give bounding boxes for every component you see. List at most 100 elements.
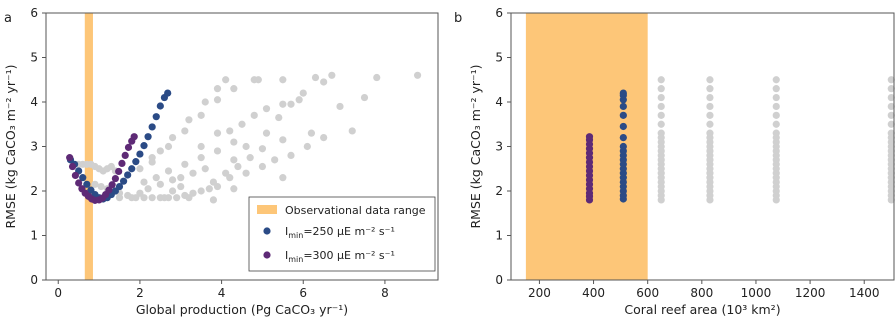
- data-point: [299, 89, 307, 97]
- data-point: [311, 73, 320, 82]
- y-tick-label: 0: [495, 273, 503, 287]
- data-point: [772, 93, 780, 102]
- data-point: [152, 174, 160, 182]
- legend-label-250: Imin=250 μE m⁻² s⁻¹: [285, 225, 395, 240]
- series-1: [619, 89, 627, 203]
- data-point: [156, 180, 164, 188]
- data-point: [124, 171, 132, 179]
- x-axis-label: Coral reef area (10³ km²): [624, 302, 780, 317]
- data-point: [108, 181, 116, 189]
- legend-label-observational: Observational data range: [285, 204, 426, 217]
- data-point: [148, 194, 156, 202]
- data-point: [262, 105, 271, 113]
- x-tick-label: 6: [299, 286, 307, 300]
- y-axis-ticks: 0 1 2 3 4 5 6: [495, 6, 511, 287]
- data-point: [258, 162, 267, 171]
- data-point: [657, 120, 665, 128]
- data-point: [148, 123, 156, 131]
- data-point: [279, 136, 287, 144]
- data-point: [254, 76, 262, 84]
- data-point: [197, 187, 205, 195]
- x-tick-label: 0: [54, 286, 62, 300]
- y-tick-label: 3: [495, 140, 503, 154]
- panel-a-letter: a: [4, 11, 12, 26]
- data-point: [250, 111, 258, 119]
- data-point: [706, 120, 714, 128]
- series-2: [66, 133, 138, 204]
- data-point: [205, 185, 213, 193]
- data-point: [246, 154, 254, 162]
- data-point: [706, 76, 714, 84]
- data-point: [105, 186, 113, 194]
- panel-b-letter: b: [454, 11, 462, 26]
- data-point: [201, 165, 209, 173]
- data-point: [119, 177, 128, 185]
- y-tick-label: 0: [30, 273, 38, 287]
- series-2: [585, 133, 594, 204]
- data-point: [79, 174, 87, 182]
- x-tick-label: 8: [381, 286, 389, 300]
- data-point: [657, 85, 665, 93]
- x-tick-label: 4: [218, 286, 226, 300]
- data-point: [128, 194, 136, 202]
- data-point: [197, 154, 205, 162]
- data-point: [213, 85, 222, 93]
- data-point: [136, 189, 144, 197]
- data-point: [168, 134, 177, 142]
- data-point: [144, 185, 152, 193]
- x-tick-label: 800: [690, 286, 713, 300]
- data-point: [156, 147, 164, 155]
- data-point: [887, 102, 895, 111]
- data-point: [230, 156, 238, 164]
- data-point: [772, 85, 780, 93]
- data-point: [887, 85, 895, 93]
- series-0: [75, 71, 422, 204]
- x-tick-label: 200: [528, 286, 551, 300]
- data-point: [213, 147, 222, 155]
- x-tick-label: 600: [636, 286, 659, 300]
- y-tick-label: 2: [495, 184, 503, 198]
- y-tick-label: 6: [495, 6, 503, 20]
- y-tick-label: 5: [30, 51, 38, 65]
- data-point: [887, 111, 895, 119]
- data-point: [279, 100, 287, 108]
- data-point: [619, 122, 627, 131]
- data-point: [657, 111, 665, 119]
- data-point: [209, 196, 218, 204]
- panel-b: b 200 400 600 800 1000 1200 1400 0 1 2 3 4 5 6 Coral…: [454, 6, 895, 317]
- data-point: [97, 182, 105, 191]
- legend-band-swatch: [257, 205, 277, 214]
- data-point: [657, 129, 665, 137]
- data-point: [144, 133, 152, 141]
- data-point: [275, 113, 283, 122]
- y-tick-label: 1: [495, 229, 503, 243]
- data-point: [181, 127, 189, 135]
- data-point: [619, 134, 627, 142]
- series-0: [657, 76, 895, 204]
- data-point: [619, 142, 627, 151]
- y-tick-label: 3: [30, 140, 38, 154]
- data-point: [238, 120, 246, 128]
- data-point: [181, 160, 189, 168]
- data-point: [706, 93, 714, 102]
- data-point: [706, 85, 714, 93]
- data-point: [164, 167, 173, 175]
- panel-a: a 0 2 4 6 8 0 1 2 3 4 5 6 Global production (Pg Ca…: [3, 6, 439, 317]
- data-point: [164, 142, 173, 151]
- data-point: [152, 113, 160, 121]
- legend-dot-300: [263, 251, 271, 259]
- data-point: [772, 129, 780, 137]
- data-point: [91, 180, 99, 188]
- data-point: [657, 76, 665, 84]
- x-tick-label: 1400: [849, 286, 880, 300]
- y-tick-label: 4: [495, 95, 503, 109]
- data-point: [140, 142, 148, 150]
- data-point: [328, 71, 336, 79]
- data-point: [185, 116, 193, 124]
- data-point: [772, 102, 780, 111]
- data-point: [201, 98, 209, 106]
- data-point: [68, 162, 77, 171]
- data-point: [585, 133, 594, 141]
- data-point: [657, 93, 665, 102]
- data-point: [71, 171, 79, 180]
